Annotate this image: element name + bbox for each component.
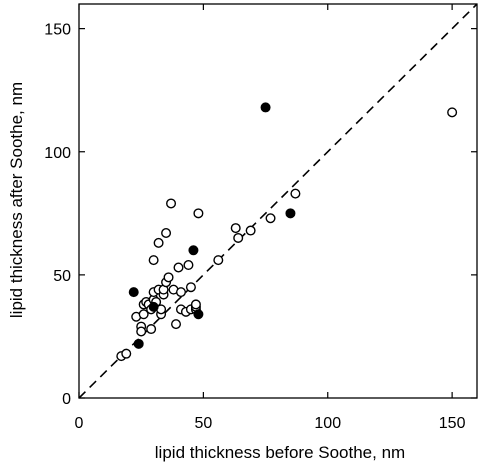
- open-data-point: [190, 299, 201, 310]
- filled-data-point: [260, 102, 271, 113]
- filled-data-point: [133, 338, 144, 349]
- open-data-point: [161, 228, 172, 239]
- open-data-point: [183, 260, 194, 271]
- y-axis-title: lipid thickness after Soothe, nm: [7, 82, 26, 318]
- x-tick-label: 100: [314, 415, 341, 432]
- x-tick-label: 50: [194, 415, 212, 432]
- open-data-point: [136, 326, 147, 337]
- axis-ticks: 0 50 100 150 0 50 100 150: [44, 4, 477, 432]
- y-tick-label: 100: [44, 145, 71, 162]
- open-data-point: [185, 282, 196, 293]
- open-data-point: [290, 188, 301, 199]
- filled-data-point: [193, 309, 204, 320]
- open-data-point: [265, 213, 276, 224]
- open-data-point: [121, 348, 132, 359]
- y-tick-label: 150: [44, 22, 71, 39]
- open-data-point: [171, 319, 182, 330]
- open-data-point: [173, 262, 184, 273]
- filled-data-point: [128, 287, 139, 298]
- open-data-point: [163, 272, 174, 283]
- x-tick-label: 150: [439, 415, 466, 432]
- open-data-point: [153, 237, 164, 248]
- y-tick-label: 0: [62, 391, 71, 408]
- open-data-point: [166, 198, 177, 209]
- plot-area: [78, 3, 478, 399]
- open-data-point: [447, 107, 458, 118]
- filled-data-point: [148, 301, 159, 312]
- open-data-point: [230, 223, 241, 234]
- open-data-point: [175, 287, 186, 298]
- open-data-point: [138, 309, 149, 320]
- open-data-point: [146, 324, 157, 335]
- open-data-point: [245, 225, 256, 236]
- open-data-point: [148, 255, 159, 266]
- filled-data-point: [188, 245, 199, 256]
- x-axis-title: lipid thickness before Soothe, nm: [155, 443, 405, 462]
- filled-data-point: [285, 208, 296, 219]
- open-data-point: [213, 255, 224, 266]
- open-data-point: [233, 232, 244, 243]
- open-data-point: [193, 208, 204, 219]
- y-tick-label: 50: [53, 268, 71, 285]
- x-tick-label: 0: [75, 415, 84, 432]
- plot-frame: [78, 3, 478, 399]
